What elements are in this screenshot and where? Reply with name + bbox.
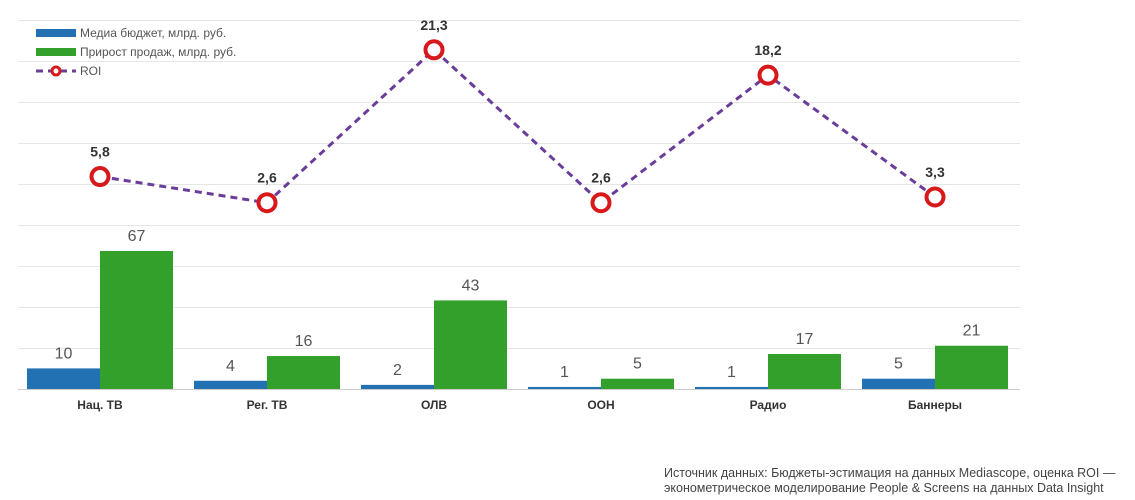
- legend-label-roi: ROI: [80, 64, 101, 78]
- bar-sales-growth: [267, 356, 340, 389]
- x-tick-label: Нац. ТВ: [77, 398, 123, 412]
- x-tick-label: Баннеры: [908, 398, 962, 412]
- legend-marker-roi: [50, 65, 62, 77]
- data-label-sales-growth: 21: [963, 323, 981, 340]
- bar-sales-growth: [768, 353, 841, 389]
- source-line-2: эконометрическое моделирование People & …: [664, 481, 1104, 495]
- data-label-sales-growth: 5: [633, 356, 642, 373]
- bar-media-budget: [27, 368, 100, 389]
- source-line-1: Источник данных: Бюджеты-эстимация на да…: [664, 466, 1116, 480]
- bar-media-budget: [361, 384, 434, 389]
- x-tick-label: ОЛВ: [421, 398, 447, 412]
- bar-media-budget: [695, 386, 768, 389]
- legend-swatch-media-budget: [36, 29, 76, 37]
- roi-label: 2,6: [591, 170, 611, 186]
- data-label-media-budget: 4: [226, 358, 235, 375]
- legend-swatch-sales-growth: [36, 48, 76, 56]
- bar-sales-growth: [100, 250, 173, 389]
- x-tick-label: Радио: [750, 398, 787, 412]
- roi-marker: [423, 39, 445, 61]
- roi-marker: [590, 192, 612, 214]
- bar-media-budget: [528, 386, 601, 389]
- bar-media-budget: [194, 380, 267, 389]
- data-label-sales-growth: 16: [295, 333, 313, 350]
- roi-label: 3,3: [925, 164, 945, 180]
- roi-label: 18,2: [754, 42, 781, 58]
- roi-label: 21,3: [420, 17, 447, 33]
- x-tick-label: ООН: [587, 398, 614, 412]
- roi-marker: [89, 166, 111, 188]
- roi-marker: [256, 192, 278, 214]
- bar-media-budget: [862, 378, 935, 389]
- data-label-sales-growth: 43: [462, 277, 480, 294]
- roi-label: 2,6: [257, 170, 277, 186]
- data-label-media-budget: 2: [393, 362, 402, 379]
- legend-label-sales-growth: Прирост продаж, млрд. руб.: [80, 45, 236, 59]
- source-note: Источник данных: Бюджеты-эстимация на да…: [664, 466, 1134, 496]
- bar-sales-growth: [601, 378, 674, 389]
- data-label-media-budget: 1: [560, 364, 569, 381]
- roi-marker: [757, 64, 779, 86]
- roi-line: [99, 47, 936, 205]
- bar-sales-growth: [434, 300, 507, 389]
- legend-label-media-budget: Медиа бюджет, млрд. руб.: [80, 26, 226, 40]
- data-label-sales-growth: 17: [796, 331, 814, 348]
- x-tick-label: Рег. ТВ: [247, 398, 288, 412]
- data-label-sales-growth: 67: [128, 228, 146, 245]
- roi-label: 5,8: [90, 144, 110, 160]
- data-label-media-budget: 5: [894, 356, 903, 373]
- data-label-media-budget: 1: [727, 364, 736, 381]
- bar-sales-growth: [935, 345, 1008, 389]
- roi-marker: [924, 186, 946, 208]
- data-label-media-budget: 10: [55, 345, 73, 362]
